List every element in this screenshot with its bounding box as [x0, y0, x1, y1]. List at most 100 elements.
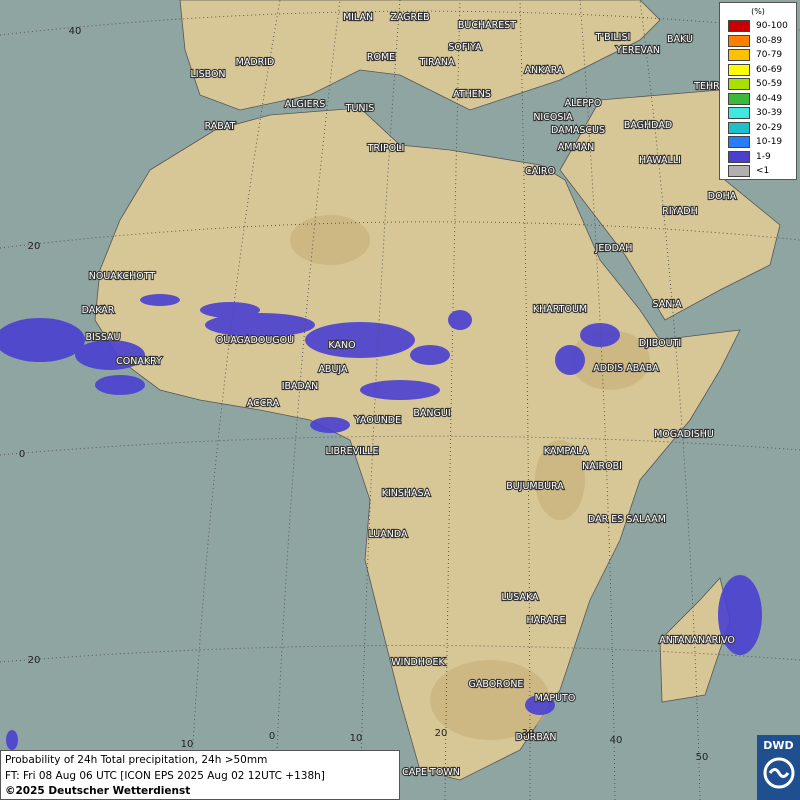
city-label: HARARE [527, 615, 566, 626]
city-label: ALEPPO [565, 98, 602, 109]
city-label: ZAGREB [390, 12, 429, 23]
city-label: YEREVAN [615, 45, 660, 56]
lon-label: 40 [610, 735, 623, 746]
legend-swatch [728, 63, 750, 76]
city-label: DAR ES SALAAM [588, 514, 666, 525]
lon-label: 10 [181, 739, 194, 750]
terrain [290, 215, 650, 740]
city-label: DOHA [708, 191, 737, 202]
city-label: CONAKRY [116, 356, 162, 367]
city-label: CAIRO [525, 166, 555, 177]
city-label: MAPUTO [535, 693, 576, 704]
precip-area [305, 322, 415, 358]
footer-line: ©2025 Deutscher Wetterdienst [5, 785, 191, 797]
footer: Probability of 24h Total precipitation, … [0, 750, 400, 800]
city-label: GABORONE [469, 679, 524, 690]
city-label: BUCHAREST [458, 20, 516, 31]
city-label: LUSAKA [501, 592, 539, 603]
legend-swatch [728, 136, 750, 149]
legend-label: 30-39 [756, 108, 783, 119]
lon-label: 0 [269, 731, 275, 742]
legend-label: <1 [756, 166, 770, 177]
precip-area [448, 310, 472, 330]
city-label: IBADAN [282, 381, 319, 392]
city-label: DJIBOUTI [639, 338, 681, 349]
lon-label: 20 [435, 728, 448, 739]
city-label: KINSHASA [382, 488, 431, 499]
precip-area [6, 730, 18, 750]
legend-swatch [728, 107, 750, 120]
legend-swatch [728, 34, 750, 47]
legend-label: 20-29 [756, 122, 783, 133]
legend-item: 1-9 [720, 150, 796, 165]
legend-swatch [728, 92, 750, 105]
lat-label: 0 [19, 449, 25, 460]
city-label: HAWALLI [639, 155, 681, 166]
precip-area [525, 695, 555, 715]
city-label: ALGIERS [285, 99, 326, 110]
legend-swatch [728, 121, 750, 134]
city-label: KAMPALA [544, 446, 589, 457]
legend-item: 70-79 [720, 48, 796, 63]
city-label: LIBREVILLE [325, 446, 378, 457]
land [94, 0, 781, 781]
city-label: MOGADISHU [654, 429, 714, 440]
legend-item: 80-89 [720, 34, 796, 49]
city-label: BUJUMBURA [506, 481, 564, 492]
city-label: MILAN [343, 12, 373, 23]
precipitation [0, 294, 762, 750]
legend: (%) 90-100 80-89 70-79 60-69 50-59 40-49 30-39… [719, 2, 797, 180]
precip-area [205, 313, 315, 337]
precip-area [555, 345, 585, 375]
precip-area [718, 575, 762, 655]
legend-swatch [728, 78, 750, 91]
legend-label: 1-9 [756, 151, 771, 162]
city-label: AMMAN [558, 142, 595, 153]
city-label: KHARTOUM [533, 304, 587, 315]
city-label: NICOSIA [533, 112, 573, 123]
precip-area [580, 323, 620, 347]
city-label: LISBON [190, 69, 225, 80]
lat-label: 40 [69, 26, 82, 37]
footer-line: FT: Fri 08 Aug 06 UTC [ICON EPS 2025 Aug… [5, 769, 325, 782]
city-label: JEDDAH [595, 243, 633, 254]
city-label: DAMASCUS [551, 125, 605, 136]
legend-item: <1 [720, 164, 796, 179]
legend-item: 30-39 [720, 106, 796, 121]
legend-swatch [728, 20, 750, 33]
city-label: YAOUNDE [354, 415, 401, 426]
legend-label: 40-49 [756, 93, 783, 104]
legend-item: 50-59 [720, 77, 796, 92]
city-label: NAIROBI [582, 461, 622, 472]
city-label: ROME [367, 52, 395, 63]
lon-label: 50 [696, 752, 709, 763]
legend-swatch [728, 150, 750, 163]
city-label: ABUJA [318, 364, 348, 375]
lat-label: 20 [28, 655, 41, 666]
city-label: TIRANA [419, 57, 455, 68]
lon-label: 10 [350, 733, 363, 744]
city-label: TUNIS [345, 103, 375, 114]
legend-label: 80-89 [756, 35, 783, 46]
precip-area [95, 375, 145, 395]
city-label: SOFIYA [448, 42, 482, 53]
lon-label: 30 [522, 728, 535, 739]
legend-item: 20-29 [720, 121, 796, 136]
madagascar [659, 577, 731, 703]
logo-text: DWD [763, 739, 794, 752]
lat-label: 20 [28, 241, 41, 252]
legend-item: 90-100 [720, 19, 796, 34]
legend-label: 50-59 [756, 79, 783, 90]
legend-swatch [728, 49, 750, 62]
legend-swatch [728, 165, 750, 178]
city-label: DURBAN [516, 732, 557, 743]
city-label: DAKAR [82, 305, 115, 316]
legend-item: 40-49 [720, 92, 796, 107]
city-label: RABAT [205, 121, 236, 132]
labels: MILAN ZAGREB BUCHAREST T'BILISI BAKU MADRID RO… [19, 11, 738, 779]
city-label: MADRID [236, 57, 275, 68]
legend-title: (%) [751, 7, 765, 16]
